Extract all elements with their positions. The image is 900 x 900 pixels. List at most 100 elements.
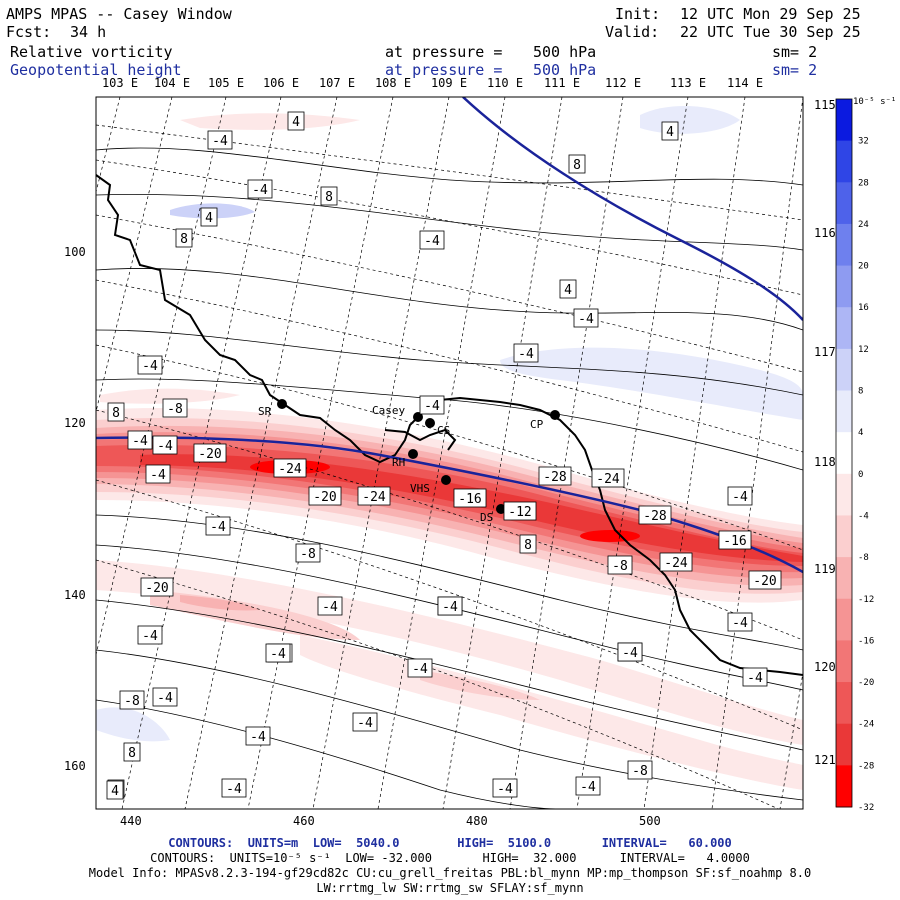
svg-text:-28: -28 bbox=[543, 470, 566, 485]
contour-label: -4 bbox=[352, 712, 378, 732]
svg-text:-20: -20 bbox=[198, 447, 221, 462]
contour-label: -4 bbox=[205, 516, 231, 536]
station-marker bbox=[408, 449, 418, 459]
colorbar-frame bbox=[835, 98, 853, 808]
contour-label: 4 bbox=[106, 780, 124, 800]
lon-label: 114 E bbox=[726, 76, 764, 90]
colorbar: 32 28 24 20 16 12 8 4 0 -4 -8 -12 -16 -20 -24 -28 -32 bbox=[835, 98, 874, 813]
colorbar-swatch bbox=[836, 432, 852, 475]
svg-text:-4: -4 bbox=[424, 234, 440, 249]
contour-label: 4 bbox=[559, 279, 577, 299]
svg-text:-28: -28 bbox=[643, 509, 666, 524]
colorbar-swatch bbox=[836, 390, 852, 433]
contour-label: -16 bbox=[453, 488, 487, 508]
svg-text:-4: -4 bbox=[578, 312, 594, 327]
contour-label: -8 bbox=[607, 555, 633, 575]
contour-label: -4 bbox=[265, 643, 291, 663]
fcst-label: Fcst: bbox=[6, 23, 52, 41]
contour-label: -4 bbox=[221, 778, 247, 798]
contour-label: 4 bbox=[287, 111, 305, 131]
lon-label: 109 E bbox=[430, 76, 468, 90]
field2-smooth: sm= 2 bbox=[772, 61, 818, 79]
contour-label: 8 bbox=[320, 186, 338, 206]
contour-label: 4 bbox=[200, 207, 218, 227]
contour-label: -4 bbox=[152, 435, 178, 455]
colorbar-swatch bbox=[836, 348, 852, 392]
lon-label: 106 E bbox=[262, 76, 300, 90]
colorbar-label: -32 bbox=[858, 803, 874, 813]
svg-text:-20: -20 bbox=[313, 490, 336, 505]
svg-text:-24: -24 bbox=[278, 462, 302, 477]
valid-label: Valid: bbox=[605, 23, 660, 41]
colorbar-label: -28 bbox=[858, 761, 874, 771]
svg-text:-4: -4 bbox=[497, 782, 513, 797]
contour-label: -4 bbox=[419, 395, 445, 415]
footer-contours-height: CONTOURS: UNITS=m LOW= 5040.0 HIGH= 5100… bbox=[168, 836, 732, 850]
lon-label: 107 E bbox=[318, 76, 356, 90]
svg-text:-4: -4 bbox=[357, 716, 373, 731]
y-tick-label: 160 bbox=[64, 759, 86, 773]
colorbar-label: 24 bbox=[858, 220, 869, 230]
init-label: Init: bbox=[615, 5, 661, 23]
colorbar-label: 20 bbox=[858, 262, 869, 272]
colorbar-swatch bbox=[836, 99, 852, 142]
contour-label: -4 bbox=[127, 430, 153, 450]
svg-text:4: 4 bbox=[666, 125, 674, 140]
station-label: CS bbox=[437, 424, 450, 437]
svg-text:-4: -4 bbox=[732, 616, 748, 631]
colorbar-label: 8 bbox=[858, 387, 863, 397]
svg-text:-4: -4 bbox=[250, 730, 266, 745]
contour-label: -4 bbox=[137, 625, 163, 645]
colorbar-swatch bbox=[836, 557, 852, 600]
contour-label: -4 bbox=[245, 726, 271, 746]
svg-text:-24: -24 bbox=[596, 472, 620, 487]
svg-text:4: 4 bbox=[564, 283, 572, 298]
station-label: DS bbox=[480, 511, 493, 524]
contour-label: -4 bbox=[145, 464, 171, 484]
colorbar-label: 32 bbox=[858, 137, 869, 147]
colorbar-swatch bbox=[836, 307, 852, 350]
contour-label: -4 bbox=[437, 596, 463, 616]
lon-label: 111 E bbox=[543, 76, 581, 90]
colorbar-label: -8 bbox=[858, 553, 869, 563]
colorbar-label: 0 bbox=[858, 470, 863, 480]
field1-pressure-value: 500 hPa bbox=[533, 43, 597, 61]
contour-label: -28 bbox=[638, 505, 672, 525]
svg-text:8: 8 bbox=[524, 538, 532, 553]
station-label: RH bbox=[392, 456, 405, 469]
contour-label: -8 bbox=[295, 543, 321, 563]
svg-text:-8: -8 bbox=[167, 402, 183, 417]
contour-label: -4 bbox=[247, 179, 273, 199]
svg-text:-16: -16 bbox=[723, 534, 746, 549]
contour-label: -12 bbox=[503, 501, 537, 521]
svg-text:-4: -4 bbox=[732, 490, 748, 505]
colorbar-label: 28 bbox=[858, 178, 869, 188]
colorbar-swatch bbox=[836, 682, 852, 725]
svg-text:-4: -4 bbox=[142, 629, 158, 644]
lon-label: 105 E bbox=[207, 76, 245, 90]
contour-label: -28 bbox=[538, 466, 572, 486]
colorbar-swatch bbox=[836, 182, 852, 225]
station-marker bbox=[413, 412, 423, 422]
svg-text:4: 4 bbox=[111, 784, 119, 799]
contour-label: -24 bbox=[357, 486, 391, 506]
station-marker bbox=[277, 399, 287, 409]
colorbar-label: 12 bbox=[858, 345, 869, 355]
colorbar-swatch bbox=[836, 223, 852, 267]
colorbar-label: -16 bbox=[858, 636, 874, 646]
lon-label: 112 E bbox=[604, 76, 642, 90]
svg-text:-16: -16 bbox=[458, 492, 481, 507]
lon-label: 104 E bbox=[153, 76, 191, 90]
field1-smooth: sm= 2 bbox=[772, 43, 818, 61]
svg-text:-4: -4 bbox=[226, 782, 242, 797]
colorbar-swatch bbox=[836, 598, 852, 641]
fcst-value: 34 h bbox=[70, 23, 107, 41]
lon-label: 103 E bbox=[101, 76, 139, 90]
contour-label: -20 bbox=[193, 443, 227, 463]
contour-label: -16 bbox=[718, 530, 752, 550]
contour-label: -8 bbox=[162, 398, 188, 418]
init-value: 12 UTC Mon 29 Sep 25 bbox=[680, 5, 861, 23]
contour-labels: 4-448-4 848 -44-4-4-48 -8 -4-4 -4-4-20-24-20-… bbox=[106, 111, 782, 800]
station-label: SR bbox=[258, 405, 272, 418]
